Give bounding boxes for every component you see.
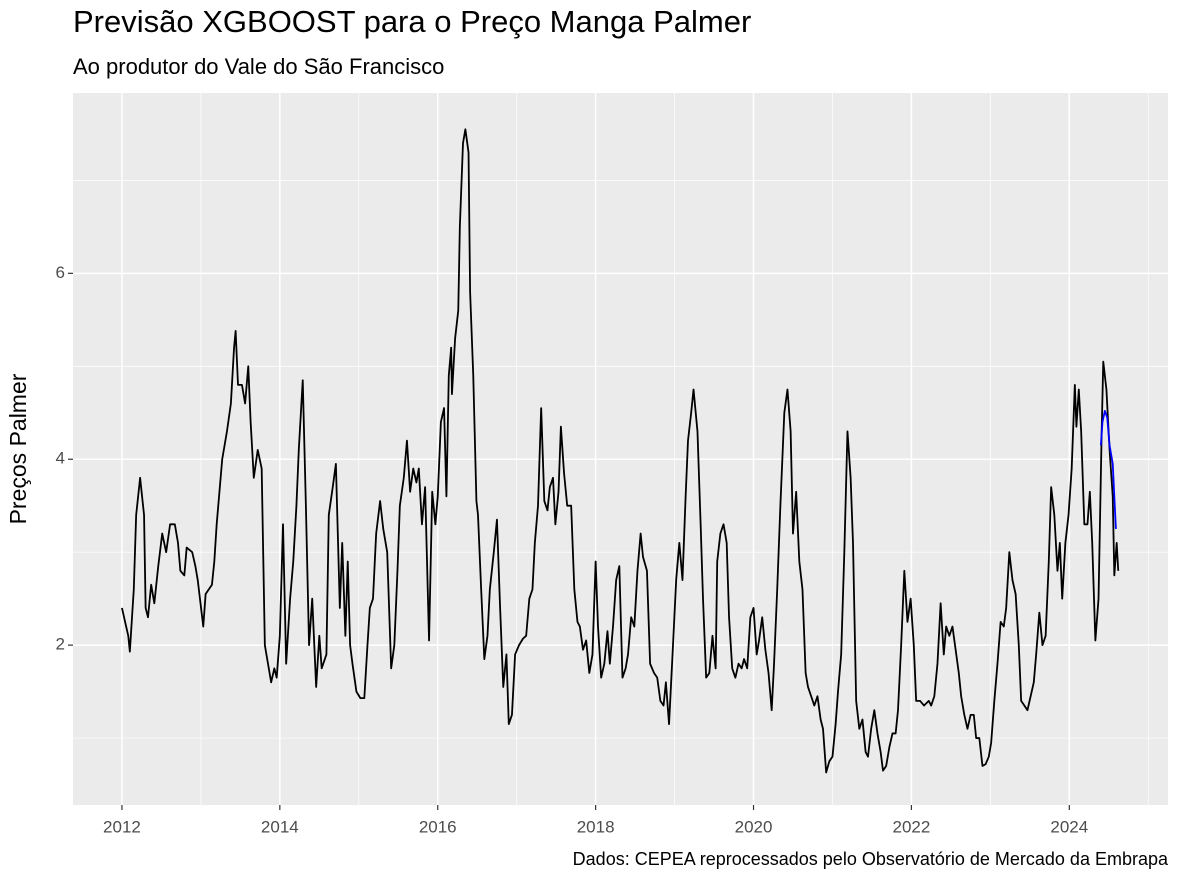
caption: Dados: CEPEA reprocessados pelo Observat… (573, 849, 1169, 869)
chart-title: Previsão XGBOOST para o Preço Manga Palm… (73, 4, 751, 39)
chart-subtitle: Ao produtor do Vale do São Francisco (73, 54, 444, 79)
x-tick-label: 2016 (419, 817, 457, 836)
y-tick-label: 4 (56, 449, 65, 468)
x-tick-label: 2012 (103, 817, 141, 836)
x-tick-label: 2018 (577, 817, 615, 836)
line-series (1099, 409, 1117, 529)
panel (73, 93, 1168, 805)
x-tick-label: 2024 (1050, 817, 1088, 836)
y-tick-label: 6 (56, 263, 65, 282)
line-series (121, 128, 1120, 774)
x-tick-label: 2022 (893, 817, 931, 836)
x-tick-label: 2014 (261, 817, 299, 836)
x-tick-label: 2020 (735, 817, 773, 836)
y-tick-label: 2 (56, 635, 65, 654)
y-axis-label: Preços Palmer (5, 373, 31, 524)
